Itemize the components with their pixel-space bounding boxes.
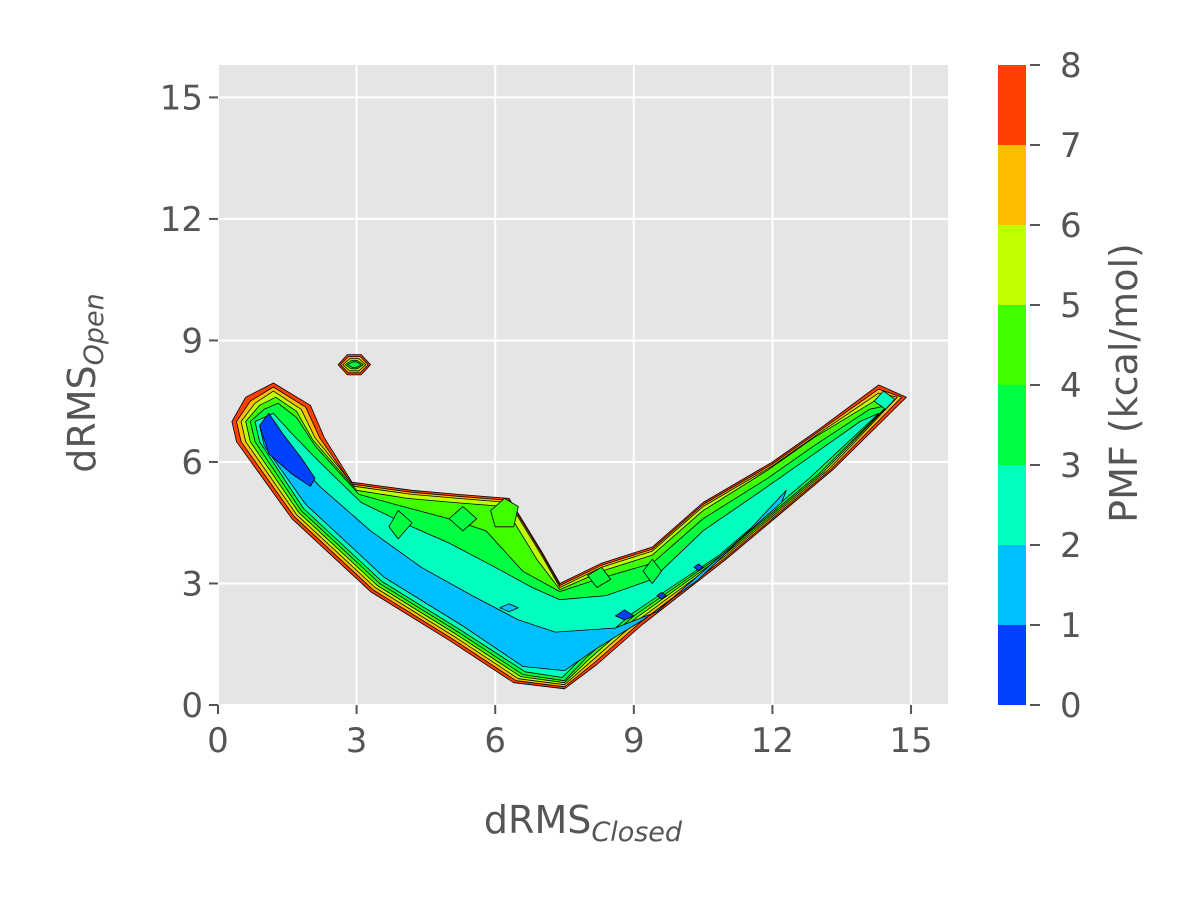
- y-axis-label-base: dRMS: [60, 365, 104, 472]
- y-axis-ticks: 0 3 6 9 12 15: [160, 78, 218, 726]
- plot-area: [217, 65, 948, 706]
- contour-region-level-2: [259, 425, 787, 671]
- colorbar-swatch: [998, 625, 1026, 705]
- x-tick-label: 6: [484, 721, 506, 761]
- colorbar-tick-label: 5: [1060, 286, 1082, 326]
- y-tick-label: 9: [181, 321, 203, 361]
- y-axis-label: dRMSOpen: [60, 293, 110, 473]
- colorbar-tick-label: 4: [1060, 366, 1082, 406]
- colorbar-swatch: [998, 65, 1026, 145]
- contour-region-level-4: [388, 510, 413, 540]
- contour-region-level-1: [693, 563, 704, 571]
- colorbar-swatch: [998, 305, 1026, 385]
- contour-region-level-1: [614, 609, 635, 621]
- y-axis-label-sub: Open: [79, 293, 110, 365]
- colorbar-tick-label: 1: [1060, 606, 1082, 646]
- x-tick-label: 12: [751, 721, 794, 761]
- colorbar-swatch: [998, 145, 1026, 225]
- contour-region-level-2: [499, 603, 519, 613]
- x-axis-label: dRMSClosed: [484, 798, 683, 848]
- colorbar-tick-label: 6: [1060, 206, 1082, 246]
- contour-region-level-4: [642, 558, 662, 584]
- y-tick-label: 6: [181, 443, 203, 483]
- y-tick-label: 0: [181, 686, 203, 726]
- contour-region-level-4: [587, 566, 612, 588]
- x-axis-ticks: 0 3 6 9 12 15: [207, 705, 933, 761]
- colorbar-tick-label: 8: [1060, 46, 1082, 86]
- colorbar-swatch: [998, 225, 1026, 305]
- y-tick-label: 3: [181, 564, 203, 604]
- colorbar-tick-label: 7: [1060, 126, 1082, 166]
- x-tick-label: 0: [207, 721, 229, 761]
- x-tick-label: 3: [346, 721, 368, 761]
- colorbar-swatch: [998, 465, 1026, 545]
- colorbar: 0 1 2 3 4 5 6 7 8: [998, 46, 1082, 726]
- contour-region-level-4: [346, 361, 362, 369]
- contour-region-level-4: [448, 506, 478, 532]
- y-tick-label: 12: [160, 200, 203, 240]
- colorbar-tick-label: 0: [1060, 686, 1082, 726]
- y-tick-label: 15: [160, 78, 203, 118]
- x-axis-label-base: dRMS: [484, 798, 591, 842]
- contour-region-level-5: [490, 497, 519, 528]
- contour-region-level-1: [259, 412, 316, 487]
- x-axis-label-sub: Closed: [591, 817, 683, 848]
- colorbar-tick-label: 2: [1060, 526, 1082, 566]
- colorbar-swatch: [998, 545, 1026, 625]
- colorbar-tick-label: 3: [1060, 446, 1082, 486]
- contour-region-level-3: [873, 390, 896, 410]
- contour-region-level-1: [656, 592, 667, 600]
- colorbar-label: PMF (kcal/mol): [1102, 243, 1146, 523]
- colorbar-swatch: [998, 385, 1026, 465]
- x-tick-label: 15: [889, 721, 932, 761]
- x-tick-label: 9: [623, 721, 645, 761]
